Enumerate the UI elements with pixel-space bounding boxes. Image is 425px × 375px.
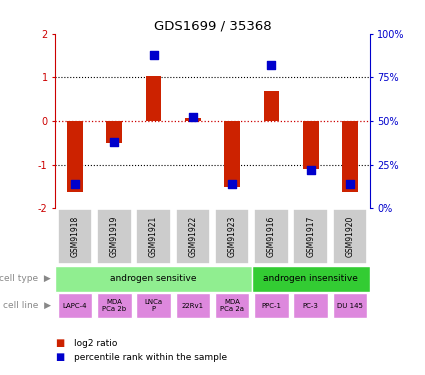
Point: [190, 114, 196, 120]
FancyBboxPatch shape: [215, 209, 249, 264]
Text: GSM91920: GSM91920: [346, 216, 354, 257]
Text: GSM91919: GSM91919: [110, 216, 119, 257]
Text: GSM91916: GSM91916: [267, 216, 276, 257]
Text: PC-3: PC-3: [303, 303, 319, 309]
Text: GSM91922: GSM91922: [188, 216, 197, 257]
Text: 22Rv1: 22Rv1: [182, 303, 204, 309]
Text: MDA
PCa 2a: MDA PCa 2a: [220, 299, 244, 312]
Text: GSM91917: GSM91917: [306, 216, 315, 257]
FancyBboxPatch shape: [97, 293, 131, 318]
Bar: [342, 121, 358, 192]
FancyBboxPatch shape: [97, 209, 131, 264]
Text: androgen sensitive: androgen sensitive: [110, 274, 197, 284]
Text: androgen insensitive: androgen insensitive: [264, 274, 358, 284]
FancyBboxPatch shape: [333, 209, 367, 264]
FancyBboxPatch shape: [252, 266, 370, 291]
FancyBboxPatch shape: [136, 209, 171, 264]
Text: GSM91923: GSM91923: [228, 216, 237, 257]
Text: GSM91921: GSM91921: [149, 216, 158, 257]
FancyBboxPatch shape: [58, 209, 92, 264]
Text: log2 ratio: log2 ratio: [74, 339, 118, 348]
FancyBboxPatch shape: [176, 209, 210, 264]
Bar: [67, 121, 83, 192]
FancyBboxPatch shape: [333, 293, 367, 318]
Text: MDA
PCa 2b: MDA PCa 2b: [102, 299, 126, 312]
Text: GSM91918: GSM91918: [71, 216, 79, 257]
Bar: [106, 121, 122, 143]
Point: [229, 181, 235, 187]
FancyBboxPatch shape: [58, 293, 92, 318]
FancyBboxPatch shape: [254, 209, 289, 264]
Bar: [264, 91, 279, 121]
Text: PPC-1: PPC-1: [261, 303, 281, 309]
Text: LAPC-4: LAPC-4: [62, 303, 87, 309]
Text: cell type  ▶: cell type ▶: [0, 274, 51, 284]
Title: GDS1699 / 35368: GDS1699 / 35368: [154, 20, 271, 33]
Text: ■: ■: [55, 338, 65, 348]
FancyBboxPatch shape: [55, 266, 252, 291]
Text: LNCa
P: LNCa P: [144, 299, 163, 312]
Point: [111, 139, 118, 145]
Point: [150, 52, 157, 58]
FancyBboxPatch shape: [254, 293, 289, 318]
Bar: [303, 121, 319, 169]
Bar: [224, 121, 240, 187]
FancyBboxPatch shape: [136, 293, 171, 318]
FancyBboxPatch shape: [294, 293, 328, 318]
Bar: [146, 76, 162, 121]
Text: percentile rank within the sample: percentile rank within the sample: [74, 352, 227, 362]
Text: cell line  ▶: cell line ▶: [3, 301, 51, 310]
FancyBboxPatch shape: [215, 293, 249, 318]
Point: [347, 181, 354, 187]
Bar: [185, 118, 201, 121]
Point: [307, 167, 314, 173]
Point: [268, 62, 275, 68]
Point: [71, 181, 78, 187]
FancyBboxPatch shape: [294, 209, 328, 264]
Text: ■: ■: [55, 352, 65, 362]
Text: DU 145: DU 145: [337, 303, 363, 309]
FancyBboxPatch shape: [176, 293, 210, 318]
